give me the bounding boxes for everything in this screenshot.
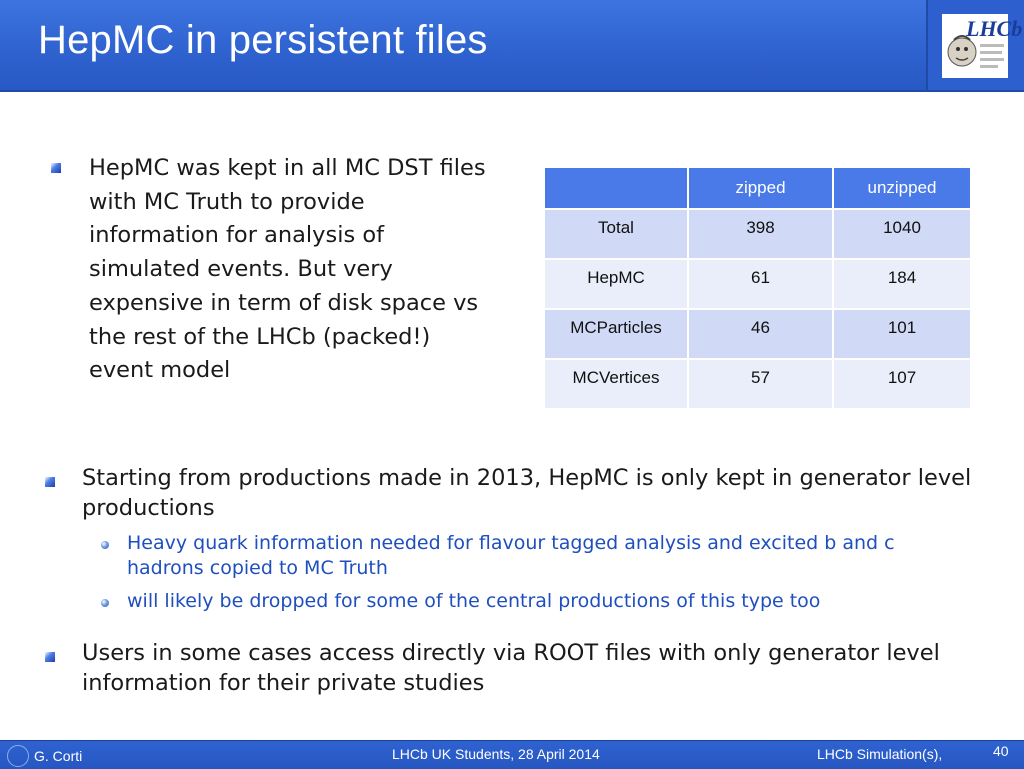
table-cell: 398 [689, 210, 832, 258]
lhcb-logo: LHCb [942, 14, 1022, 78]
table-cell: 61 [689, 260, 832, 308]
globe-icon [7, 745, 29, 767]
table-row: Total 398 1040 [545, 210, 970, 258]
bullet-icon [45, 477, 55, 487]
sub-bullet-text-heavy-quark: Heavy quark information needed for flavo… [127, 532, 895, 579]
table-row: MCVertices 57 107 [545, 360, 970, 408]
table-cell: HepMC [545, 260, 687, 308]
table-cell: MCParticles [545, 310, 687, 358]
bullet-text-productions-2013: Starting from productions made in 2013, … [82, 465, 972, 521]
table-header-cell: unzipped [834, 168, 970, 208]
table-row: MCParticles 46 101 [545, 310, 970, 358]
bullet-icon [45, 652, 55, 662]
bullet-icon [51, 163, 61, 173]
size-table: zipped unzipped Total 398 1040 HepMC 61 … [543, 166, 972, 410]
title-bar: HepMC in persistent files [0, 0, 926, 92]
footer-author: G. Corti [34, 748, 83, 764]
footer-event: LHCb UK Students, 28 April 2014 [392, 746, 600, 762]
bullet-text-root-files: Users in some cases access directly via … [82, 640, 940, 696]
table-header-cell [545, 168, 687, 208]
table-row: HepMC 61 184 [545, 260, 970, 308]
bullet-text-hepmc-kept: HepMC was kept in all MC DST files with … [89, 155, 486, 384]
logo-panel: LHCb [926, 0, 1024, 92]
sub-bullet-text-dropped: will likely be dropped for some of the c… [127, 590, 821, 612]
table-cell: 1040 [834, 210, 970, 258]
table-cell: 184 [834, 260, 970, 308]
lhcb-logo-icon [947, 35, 1004, 68]
table-cell: 46 [689, 310, 832, 358]
page-number: 40 [993, 743, 1009, 759]
table-cell: MCVertices [545, 360, 687, 408]
table-cell: 101 [834, 310, 970, 358]
logo-text: LHCb [966, 16, 1023, 41]
sub-bullet-icon [101, 541, 109, 549]
table-cell: 107 [834, 360, 970, 408]
table-header-row: zipped unzipped [545, 168, 970, 208]
sub-bullet-icon [101, 599, 109, 607]
footer-talk-title: LHCb Simulation(s), [817, 746, 943, 762]
table-cell: Total [545, 210, 687, 258]
table-header-cell: zipped [689, 168, 832, 208]
slide-footer: G. Corti LHCb UK Students, 28 April 2014… [0, 740, 1024, 769]
table-cell: 57 [689, 360, 832, 408]
slide-title: HepMC in persistent files [38, 18, 488, 62]
